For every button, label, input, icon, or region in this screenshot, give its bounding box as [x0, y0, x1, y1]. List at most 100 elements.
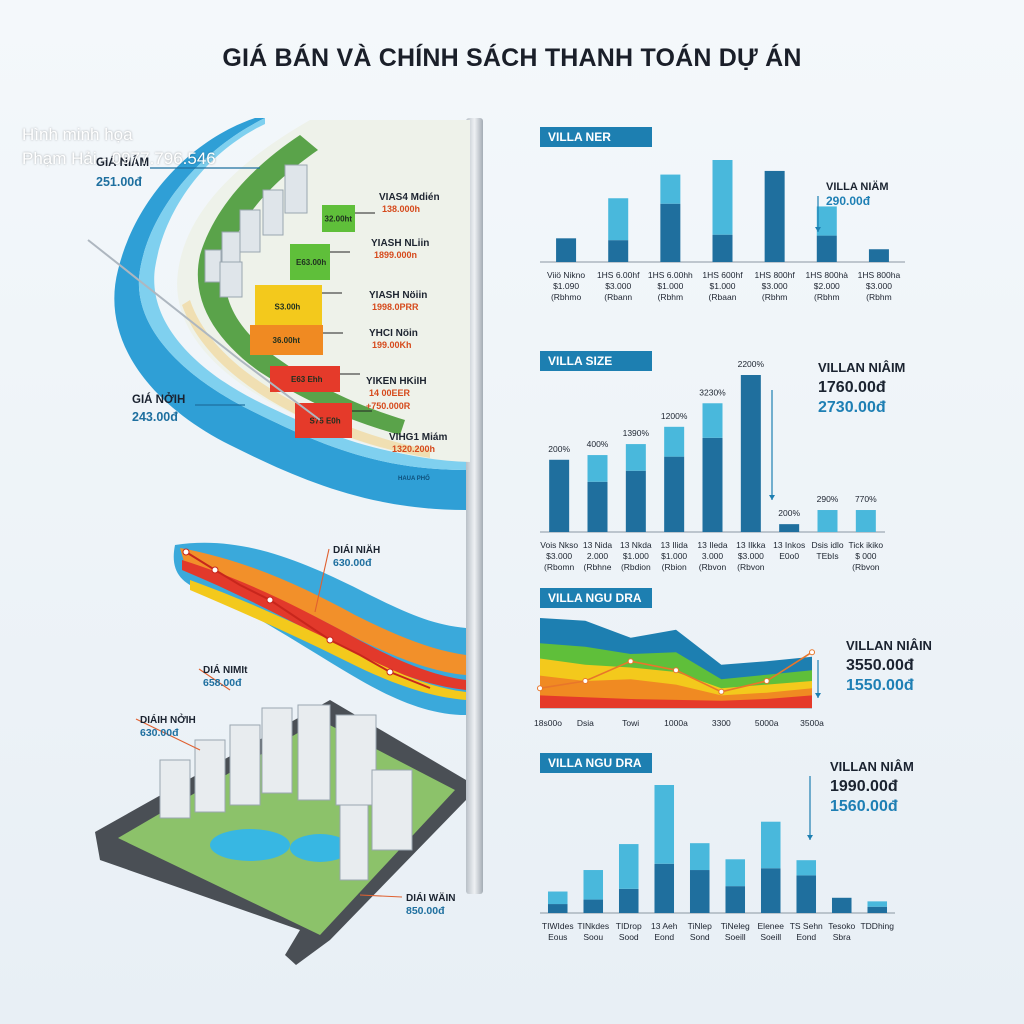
x-tick-label: 1000a: [664, 718, 688, 728]
x-tick-label: Tesoko: [828, 921, 855, 931]
annotation-name: VILLAN NIÂM: [830, 759, 914, 774]
bar-dark: [760, 868, 781, 913]
top-left-label-1: GIÁ NIÂM 251.00đ: [96, 156, 260, 189]
x-tick-label: Dsis idlo: [811, 540, 843, 550]
bar-dark: [816, 235, 837, 262]
bar-light: [760, 821, 781, 869]
band-orange: [180, 548, 466, 675]
x-tick-sublabel: $1.090: [553, 281, 579, 291]
tier-code-4: 36.00ht: [273, 336, 301, 345]
chart-1-header: [540, 127, 652, 147]
x-tick-sublabel: $3.000: [762, 281, 788, 291]
annotation-value: 1990.00đ: [830, 778, 898, 795]
annotation-value: 1760.00đ: [818, 379, 886, 396]
x-tick-label: 13 Inkos: [773, 540, 805, 550]
bar-light: [583, 870, 604, 900]
chart-3-header: [540, 588, 652, 608]
x-tick-sublabel-2: (Rbann: [604, 292, 632, 302]
x-tick-label: TiNlep: [688, 921, 713, 931]
bar-light: [712, 160, 733, 235]
overlay-point: [582, 678, 589, 684]
bar-light: [625, 444, 646, 471]
bottom-leader-1: [314, 548, 330, 613]
x-tick-label: 3300: [712, 718, 731, 728]
x-tick-sublabel-2: (Rbomn: [544, 562, 575, 572]
tier-block-1: [322, 205, 355, 232]
bar-data-label: 3230%: [699, 387, 726, 397]
x-tick-label: Vois Nkso: [540, 540, 578, 550]
x-tick-label: 13 Ileda: [697, 540, 728, 550]
bar-light: [547, 891, 568, 905]
bottom-label-name-4: DIÁI WÄIN: [406, 891, 455, 904]
bar-data-label: 200%: [548, 444, 570, 454]
x-tick-sublabel-2: (Rbaan: [709, 292, 737, 302]
bar-dark: [740, 375, 761, 532]
tier-code-5: E63 Ehh: [291, 375, 323, 384]
bar-dark: [583, 899, 604, 913]
bottom-leader-3: [135, 718, 201, 751]
x-tick-sublabel-2: (Rbvon: [699, 562, 727, 572]
x-tick-label: Elenee: [758, 921, 785, 931]
bar-light: [855, 510, 876, 532]
x-tick-sublabel: $1.000: [710, 281, 736, 291]
river-top-light: [138, 118, 466, 470]
route-dots: [182, 548, 394, 676]
annotation-name: VILLAN NIÂIM: [818, 360, 905, 375]
x-tick-sublabel: $1.000: [623, 551, 649, 561]
bar-dark: [608, 240, 629, 262]
tier-price-6: 1320.200h: [392, 444, 435, 454]
x-tick-sublabel: Sbra: [833, 932, 851, 942]
tier-price-1: 138.000h: [382, 204, 420, 214]
x-tick-sublabel: $3.000: [605, 281, 631, 291]
bar-light: [608, 198, 629, 241]
x-tick-sublabel-2: (Rbhmo: [551, 292, 582, 302]
x-tick-sublabel-2: (Rbion: [662, 562, 687, 572]
overlay-point: [763, 678, 770, 684]
x-tick-sublabel: Sood: [619, 932, 639, 942]
annotation-arrowhead: [815, 227, 821, 232]
overlay-point: [537, 685, 543, 692]
bottom-label-name-1: DIÁI NIÄH: [333, 543, 380, 556]
bar-data-label: 290%: [817, 494, 839, 504]
bar-light: [725, 859, 746, 887]
x-tick-label: 1HS 800hf: [755, 270, 796, 280]
chart-4-header: [540, 753, 652, 773]
bar-data-label: 400%: [587, 439, 609, 449]
tier-code-2: E63.00h: [296, 258, 326, 267]
top-left-label-2-value: 243.00đ: [132, 410, 178, 424]
road-line-top: [87, 239, 321, 421]
overlay-point: [809, 649, 815, 656]
x-tick-sublabel-2: (Rbhm: [658, 292, 684, 302]
x-tick-sublabel-2: (Rbdion: [621, 562, 651, 572]
tier-price-2: 1899.000n: [374, 250, 417, 260]
tier-block-3: [255, 285, 322, 328]
bar-light: [867, 901, 888, 907]
annotation-value: 3550.00đ: [846, 657, 914, 674]
bar-dark: [764, 170, 785, 262]
x-tick-label: Dsia: [577, 718, 594, 728]
watermark: Hình minh họa Phạm Hải - 0977.796.546: [22, 123, 216, 171]
x-tick-sublabel: Soou: [583, 932, 603, 942]
bar-light: [817, 510, 838, 532]
x-tick-sublabel: $3.000: [546, 551, 572, 561]
tier-price-4: 199.00Kh: [372, 340, 412, 350]
bar-data-label: 1200%: [661, 411, 688, 421]
bar-dark: [796, 875, 817, 913]
tier-name-1: VIAS4 Mdién: [379, 192, 440, 203]
x-tick-label: TINkdes: [577, 921, 609, 931]
top-left-label-2: GIÁ NỞIH 243.00đ: [132, 393, 245, 424]
x-tick-sublabel: $1.000: [657, 281, 683, 291]
x-tick-sublabel-2: (Rbhm: [762, 292, 788, 302]
annotation-value: 290.00đ: [826, 194, 871, 208]
bar-dark: [556, 238, 577, 262]
x-tick-sublabel: Eous: [548, 932, 567, 942]
bar-data-label: 770%: [855, 494, 877, 504]
bar-dark: [702, 437, 723, 532]
overlay-point: [627, 658, 634, 665]
bottom-label-value-3: 630.00đ: [140, 727, 179, 739]
buildings-top: [204, 164, 308, 298]
x-tick-sublabel: $3.000: [866, 281, 892, 291]
tier-name-2: YIASH NLiin: [371, 238, 429, 249]
x-tick-label: 13 Aeh: [651, 921, 678, 931]
